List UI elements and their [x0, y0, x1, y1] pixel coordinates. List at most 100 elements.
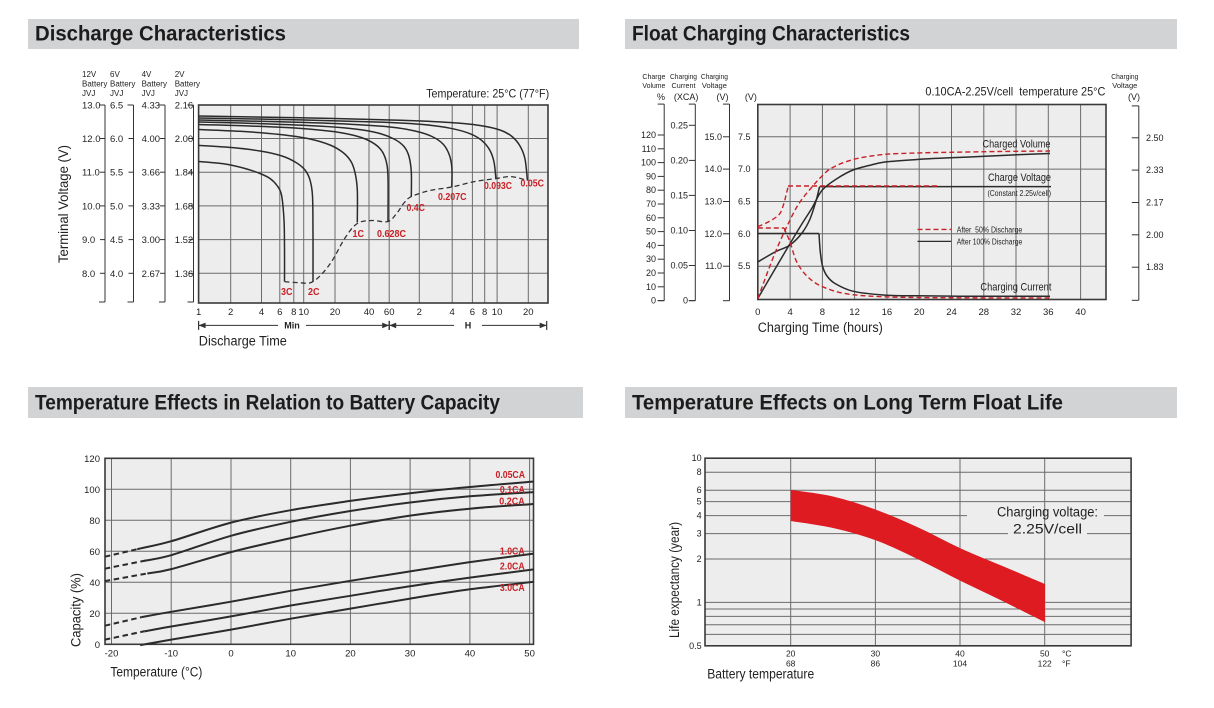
svg-text:9.0: 9.0 — [82, 235, 95, 246]
svg-text:40: 40 — [955, 649, 965, 659]
svg-text:0: 0 — [95, 640, 100, 651]
svg-text:JVJ: JVJ — [110, 89, 123, 98]
svg-text:0: 0 — [651, 296, 656, 306]
svg-text:JVJ: JVJ — [142, 89, 155, 98]
svg-text:50: 50 — [646, 227, 656, 237]
svg-text:60: 60 — [646, 213, 656, 223]
svg-text:20: 20 — [646, 268, 656, 278]
svg-text:0: 0 — [228, 649, 233, 660]
svg-text:0.207C: 0.207C — [438, 191, 467, 203]
svg-text:Voltage: Voltage — [1112, 81, 1137, 90]
svg-text:0.10: 0.10 — [670, 226, 688, 236]
svg-text:86: 86 — [871, 659, 881, 669]
svg-text:6.0: 6.0 — [738, 229, 751, 239]
svg-text:4.33: 4.33 — [142, 101, 161, 112]
svg-text:5.5: 5.5 — [110, 168, 123, 179]
svg-text:0.15: 0.15 — [670, 190, 688, 200]
svg-text:6.0: 6.0 — [110, 134, 123, 145]
svg-text:40: 40 — [364, 307, 375, 318]
svg-text:%: % — [657, 92, 665, 102]
svg-text:Discharge Characteristics: Discharge Characteristics — [35, 22, 286, 46]
svg-text:Capacity (%): Capacity (%) — [69, 573, 84, 647]
svg-text:3: 3 — [697, 529, 702, 539]
svg-text:JVJ: JVJ — [82, 89, 95, 98]
svg-text:Charging: Charging — [701, 72, 728, 81]
svg-text:Volume: Volume — [642, 81, 665, 90]
svg-text:Temperature: 25°C (77°F): Temperature: 25°C (77°F) — [426, 87, 549, 101]
svg-text:Terminal Voltage (V): Terminal Voltage (V) — [56, 145, 71, 263]
svg-text:2V: 2V — [175, 70, 185, 79]
svg-text:Charged Volume: Charged Volume — [983, 139, 1051, 151]
svg-text:Life expectancy (year): Life expectancy (year) — [667, 522, 682, 638]
svg-text:(XCA): (XCA) — [674, 92, 699, 102]
svg-text:80: 80 — [646, 185, 656, 195]
svg-text:40: 40 — [646, 240, 656, 250]
svg-text:0.2CA: 0.2CA — [499, 496, 525, 508]
svg-text:10: 10 — [646, 282, 656, 292]
svg-text:Temperature Effects on Long Te: Temperature Effects on Long Term Float L… — [632, 391, 1063, 415]
svg-text:80: 80 — [89, 516, 100, 527]
svg-text:104: 104 — [953, 659, 967, 669]
svg-text:20: 20 — [786, 649, 796, 659]
svg-text:1.83: 1.83 — [1146, 262, 1164, 272]
svg-text:0: 0 — [683, 296, 688, 306]
svg-text:2.67: 2.67 — [142, 269, 161, 280]
svg-text:Charge Voltage: Charge Voltage — [988, 172, 1051, 184]
svg-text:2.0CA: 2.0CA — [500, 561, 525, 573]
svg-text:11.0: 11.0 — [705, 261, 722, 271]
svg-text:Charging: Charging — [1111, 72, 1138, 81]
svg-text:4: 4 — [787, 307, 792, 318]
svg-text:5.5: 5.5 — [738, 261, 751, 271]
svg-text:36: 36 — [1043, 307, 1054, 318]
svg-text:100: 100 — [641, 158, 656, 168]
svg-text:4: 4 — [450, 307, 455, 318]
svg-text:(V): (V) — [717, 92, 729, 102]
svg-text:8: 8 — [291, 307, 296, 318]
svg-text:2: 2 — [697, 554, 702, 564]
svg-text:-10: -10 — [164, 649, 178, 660]
svg-text:30: 30 — [871, 649, 881, 659]
svg-text:2C: 2C — [308, 286, 320, 298]
svg-text:Temperature Effects in Relatio: Temperature Effects in Relation to Batte… — [35, 391, 500, 415]
svg-text:2.25V/cell: 2.25V/cell — [1013, 522, 1082, 537]
svg-text:0.4C: 0.4C — [407, 202, 426, 214]
svg-text:6: 6 — [470, 307, 475, 318]
svg-text:10: 10 — [492, 307, 503, 318]
svg-text:0.05: 0.05 — [670, 261, 688, 271]
svg-text:0.628C: 0.628C — [377, 228, 406, 240]
svg-text:30: 30 — [646, 254, 656, 264]
svg-text:Temperature (°C): Temperature (°C) — [110, 665, 202, 680]
svg-text:3C: 3C — [281, 286, 293, 298]
svg-text:6: 6 — [697, 485, 702, 495]
svg-text:0.10CA-2.25V/cell temperature: 0.10CA-2.25V/cell temperature 25°C — [925, 85, 1105, 99]
svg-text:12V: 12V — [82, 70, 97, 79]
svg-text:4.0: 4.0 — [110, 269, 123, 280]
svg-text:120: 120 — [84, 454, 100, 465]
svg-text:0.093C: 0.093C — [484, 180, 512, 192]
svg-text:3.0CA: 3.0CA — [500, 582, 525, 594]
svg-text:After 100% Discharge: After 100% Discharge — [957, 236, 1023, 246]
svg-text:32: 32 — [1011, 307, 1022, 318]
svg-text:2.00: 2.00 — [1146, 230, 1164, 240]
svg-text:60: 60 — [89, 547, 100, 558]
svg-text:14.0: 14.0 — [704, 164, 722, 174]
svg-text:7.5: 7.5 — [738, 132, 751, 142]
svg-text:122: 122 — [1038, 659, 1052, 669]
svg-text:0.05C: 0.05C — [521, 178, 545, 190]
svg-text:24: 24 — [946, 307, 957, 318]
svg-text:2.16: 2.16 — [175, 101, 194, 112]
svg-text:0.20: 0.20 — [670, 155, 688, 165]
svg-text:Charge: Charge — [642, 72, 665, 81]
svg-text:13.0: 13.0 — [82, 101, 101, 112]
svg-text:50: 50 — [524, 649, 535, 660]
svg-text:8: 8 — [482, 307, 487, 318]
svg-text:70: 70 — [646, 199, 656, 209]
svg-text:Min: Min — [284, 320, 300, 330]
svg-text:(V): (V) — [745, 92, 757, 102]
svg-text:4.5: 4.5 — [110, 235, 123, 246]
svg-text:H: H — [465, 320, 472, 330]
svg-text:68: 68 — [786, 659, 796, 669]
svg-text:2.50: 2.50 — [1146, 133, 1164, 143]
svg-text:0.05CA: 0.05CA — [496, 469, 526, 481]
svg-text:10: 10 — [285, 649, 296, 660]
